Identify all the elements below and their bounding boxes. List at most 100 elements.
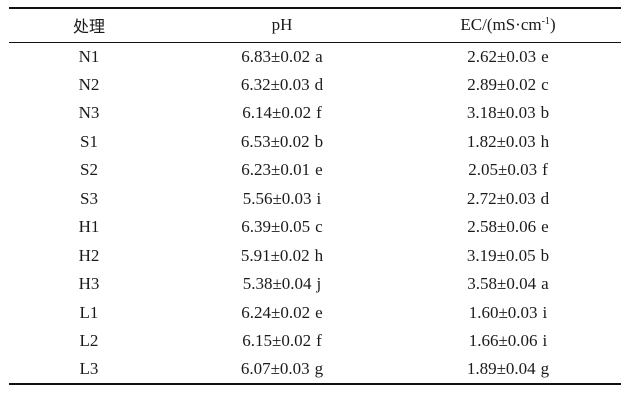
ec-value: 2.58±0.06 [467, 217, 537, 237]
ph-significance-letter: f [316, 331, 322, 351]
header-ec-close: ) [549, 15, 556, 35]
cell-ph: 6.24±0.02 e [169, 299, 395, 328]
cell-ec: 2.62±0.03 e [395, 42, 621, 71]
cell-treatment: L1 [79, 302, 99, 322]
ec-significance-letter: e [541, 46, 549, 66]
header-ec: EC/(mS·cm-1) [395, 7, 621, 43]
results-table: 处理 pH EC/(mS·cm-1) N1 6.83±0.02 a 2.62±0.03… [9, 7, 621, 385]
ec-significance-letter: i [542, 302, 548, 322]
cell-treatment: L2 [79, 331, 99, 351]
ph-significance-letter: c [315, 217, 323, 237]
header-ec-exponent: -1 [541, 16, 550, 28]
cell-ec: 2.72±0.03 d [395, 185, 621, 214]
ec-significance-letter: a [541, 274, 549, 294]
header-ec-label: EC/(mS·cm [460, 15, 542, 35]
cell-ph: 5.91±0.02 h [169, 242, 395, 271]
cell-ph: 6.07±0.03 g [169, 355, 395, 385]
ec-significance-letter: c [541, 74, 549, 94]
ph-value: 6.24±0.02 [241, 302, 311, 322]
cell-ec: 1.66±0.06 i [395, 327, 621, 356]
ph-significance-letter: e [315, 160, 323, 180]
table-row: N2 6.32±0.03 d 2.89±0.02 c [9, 71, 621, 100]
ph-value: 5.56±0.03 [242, 188, 312, 208]
table-row: H2 5.91±0.02 h 3.19±0.05 b [9, 242, 621, 271]
cell-ph: 6.53±0.02 b [169, 128, 395, 157]
table-row: N3 6.14±0.02 f 3.18±0.03 b [9, 99, 621, 128]
cell-ph: 6.39±0.05 c [169, 213, 395, 242]
cell-ph: 5.38±0.04 j [169, 270, 395, 299]
ph-significance-letter: a [315, 46, 323, 66]
ec-value: 2.62±0.03 [467, 46, 537, 66]
cell-ec: 3.19±0.05 b [395, 242, 621, 271]
table-row: S3 5.56±0.03 i 2.72±0.03 d [9, 185, 621, 214]
ph-significance-letter: j [316, 274, 322, 294]
ph-value: 6.23±0.01 [241, 160, 311, 180]
table-row: H3 5.38±0.04 j 3.58±0.04 a [9, 270, 621, 299]
cell-ph: 6.15±0.02 f [169, 327, 395, 356]
cell-ec: 2.58±0.06 e [395, 213, 621, 242]
cell-treatment: S1 [80, 131, 98, 151]
ec-value: 1.60±0.03 [468, 302, 538, 322]
cell-ec: 2.05±0.03 f [395, 156, 621, 185]
ec-significance-letter: i [542, 331, 548, 351]
ec-value: 3.18±0.03 [466, 103, 536, 123]
ph-value: 5.91±0.02 [240, 245, 310, 265]
ec-value: 2.05±0.03 [468, 160, 538, 180]
ph-value: 6.39±0.05 [241, 217, 311, 237]
cell-ec: 1.89±0.04 g [395, 355, 621, 385]
ec-value: 1.89±0.04 [466, 359, 536, 379]
header-ph: pH [169, 7, 395, 43]
ec-significance-letter: g [540, 359, 550, 379]
ph-significance-letter: g [314, 359, 324, 379]
ph-value: 6.83±0.02 [241, 46, 311, 66]
cell-ec: 2.89±0.02 c [395, 71, 621, 100]
table-row: H1 6.39±0.05 c 2.58±0.06 e [9, 213, 621, 242]
table-row: S1 6.53±0.02 b 1.82±0.03 h [9, 128, 621, 157]
ph-value: 5.38±0.04 [242, 274, 312, 294]
ph-value: 6.14±0.02 [242, 103, 312, 123]
cell-treatment: N2 [78, 74, 100, 94]
ec-significance-letter: b [540, 103, 550, 123]
ec-value: 1.66±0.06 [468, 331, 538, 351]
cell-ec: 3.18±0.03 b [395, 99, 621, 128]
cell-ec: 1.82±0.03 h [395, 128, 621, 157]
ph-significance-letter: b [314, 131, 324, 151]
cell-ec: 3.58±0.04 a [395, 270, 621, 299]
ec-value: 3.58±0.04 [467, 274, 537, 294]
ph-significance-letter: d [314, 74, 324, 94]
cell-ph: 6.32±0.03 d [169, 71, 395, 100]
table-header: 处理 pH EC/(mS·cm-1) [9, 7, 621, 43]
cell-treatment: L3 [9, 355, 169, 385]
ec-significance-letter: d [540, 188, 550, 208]
ec-value: 2.89±0.02 [467, 74, 537, 94]
cell-treatment: S2 [80, 160, 98, 180]
table-row: L3 6.07±0.03 g 1.89±0.04 g [9, 355, 621, 385]
cell-treatment: N3 [78, 103, 100, 123]
ph-value: 6.15±0.02 [242, 331, 312, 351]
ph-value: 6.53±0.02 [240, 131, 310, 151]
ph-significance-letter: e [315, 302, 323, 322]
cell-ec: 1.60±0.03 i [395, 299, 621, 328]
cell-treatment: H1 [78, 217, 100, 237]
ph-significance-letter: h [314, 245, 324, 265]
cell-ph: 5.56±0.03 i [169, 185, 395, 214]
header-treatment: 处理 [9, 7, 169, 43]
ec-value: 2.72±0.03 [466, 188, 536, 208]
cell-treatment: N1 [78, 46, 100, 66]
cell-treatment: H2 [78, 245, 100, 265]
ph-significance-letter: i [316, 188, 322, 208]
table-row: S2 6.23±0.01 e 2.05±0.03 f [9, 156, 621, 185]
header-row: 处理 pH EC/(mS·cm-1) [9, 7, 621, 43]
ec-significance-letter: f [542, 160, 548, 180]
ec-value: 1.82±0.03 [466, 131, 536, 151]
table-body: N1 6.83±0.02 a 2.62±0.03 e N2 6.32±0.03 d 2.89±0… [9, 42, 621, 385]
cell-ph: 6.83±0.02 a [169, 42, 395, 71]
cell-ph: 6.14±0.02 f [169, 99, 395, 128]
ec-significance-letter: e [541, 217, 549, 237]
cell-treatment: S3 [80, 188, 98, 208]
ec-significance-letter: b [540, 245, 550, 265]
cell-treatment: H3 [78, 274, 100, 294]
ec-significance-letter: h [540, 131, 550, 151]
ec-value: 3.19±0.05 [466, 245, 536, 265]
ph-significance-letter: f [316, 103, 322, 123]
